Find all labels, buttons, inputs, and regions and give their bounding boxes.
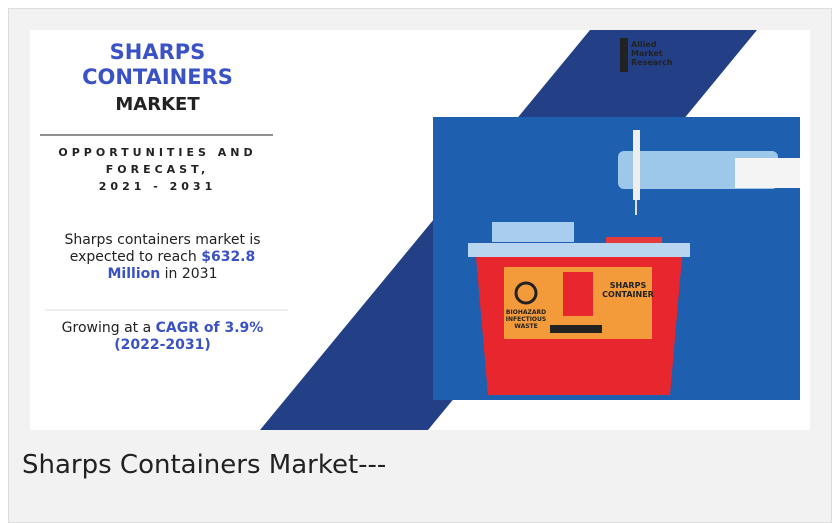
illustration: SHARPS CONTAINER BIOHAZARD INFECTIOUS WA… [30, 30, 810, 430]
subtitle-line: 2021 - 2031 [30, 178, 285, 195]
stat-text: in 2031 [160, 266, 217, 282]
syringe [633, 130, 640, 200]
logo-text: Allied [631, 40, 657, 49]
stat: Sharps containers market is expected to … [45, 232, 280, 283]
logo-text: Market [631, 49, 663, 58]
barcode [550, 325, 602, 333]
title: MARKET [30, 92, 285, 117]
sleeve [735, 158, 800, 188]
label-text: BIOHAZARD [506, 309, 546, 316]
title: SHARPS [30, 40, 285, 65]
infographic: SHARPS CONTAINER BIOHAZARD INFECTIOUS WA… [30, 30, 810, 430]
label-box [563, 272, 593, 316]
subtitle: OPPORTUNITIES AND FORECAST, 2021 - 2031 [30, 144, 285, 195]
stat: Growing at a CAGR of 3.9% (2022-2031) [40, 320, 285, 354]
stat-text: Growing at a [62, 320, 156, 336]
rim [468, 243, 690, 257]
label-title: CONTAINER [602, 290, 654, 299]
title: CONTAINERS [30, 65, 285, 90]
logo-text: Research [631, 58, 673, 67]
caption: Sharps Containers Market--- [22, 450, 386, 480]
subtitle-line: FORECAST, [30, 161, 285, 178]
label-title: SHARPS [610, 281, 647, 290]
label-text: WASTE [514, 323, 538, 330]
logo-mark [620, 38, 628, 72]
subtitle-line: OPPORTUNITIES AND [30, 144, 285, 161]
lid [492, 222, 574, 242]
label-text: INFECTIOUS [506, 316, 546, 323]
